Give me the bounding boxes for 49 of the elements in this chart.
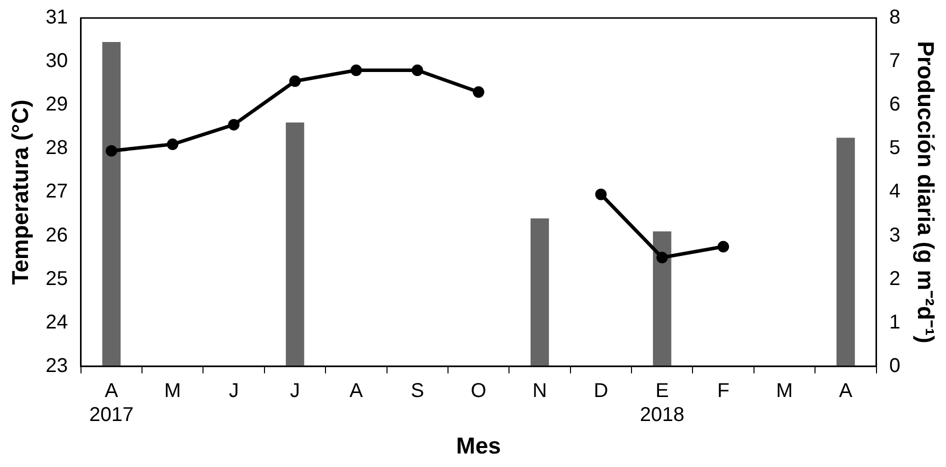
x-tick-label: A: [350, 380, 364, 402]
y2-tick-label: 0: [889, 354, 900, 377]
bar: [836, 138, 855, 366]
y2-tick-label: 8: [889, 6, 900, 29]
y-axis-title: Temperatura (°C): [7, 100, 34, 285]
y-tick-label: 25: [46, 268, 68, 290]
y2-tick-label: 6: [889, 94, 900, 116]
x-tick-label: E 2018: [640, 380, 684, 426]
y-tick-label: 28: [46, 137, 68, 160]
y-tick-label: 23: [46, 354, 68, 377]
y-tick-label: 29: [46, 94, 68, 116]
x-tick-label: S: [410, 380, 424, 402]
y2-axis-title: Producción diaria (g m⁻²d⁻¹): [912, 41, 939, 344]
x-tick-label: J: [228, 380, 239, 402]
x-tick-label: O: [470, 380, 486, 402]
bar: [102, 42, 121, 366]
x-tick-label: J: [290, 380, 300, 402]
bar: [530, 218, 549, 366]
bar: [652, 231, 672, 366]
point: [412, 64, 424, 76]
bar: [286, 122, 304, 366]
point: [595, 188, 607, 200]
point: [350, 64, 362, 76]
x-tick-label: A 2017: [89, 380, 134, 426]
y2-tick-label: 4: [889, 180, 900, 203]
y-tick-label: 31: [46, 6, 68, 29]
x-tick-label: D: [594, 380, 608, 402]
y-tick-label: 24: [46, 311, 68, 334]
point: [656, 252, 668, 264]
point: [472, 86, 484, 98]
y2-tick-label: 7: [889, 50, 900, 72]
y-tick-label: 27: [46, 180, 68, 203]
point: [106, 145, 118, 157]
point: [228, 118, 240, 130]
x-tick-label: A: [839, 380, 854, 402]
y2-tick-label: 3: [889, 224, 900, 246]
y2-tick-label: 1: [889, 311, 900, 334]
y2-tick-label: 5: [889, 137, 900, 160]
x-tick-label: M: [776, 380, 793, 402]
point: [166, 138, 178, 150]
y-tick-label: 26: [46, 224, 68, 246]
y2-tick-label: 2: [889, 268, 900, 290]
x-tick-label: M: [164, 380, 181, 402]
x-tick-label: N: [532, 380, 547, 402]
x-axis-title: Mes: [456, 432, 501, 459]
x-tick-label: F: [717, 380, 730, 402]
y-tick-label: 30: [46, 50, 68, 72]
point: [718, 240, 730, 252]
point: [289, 75, 301, 87]
